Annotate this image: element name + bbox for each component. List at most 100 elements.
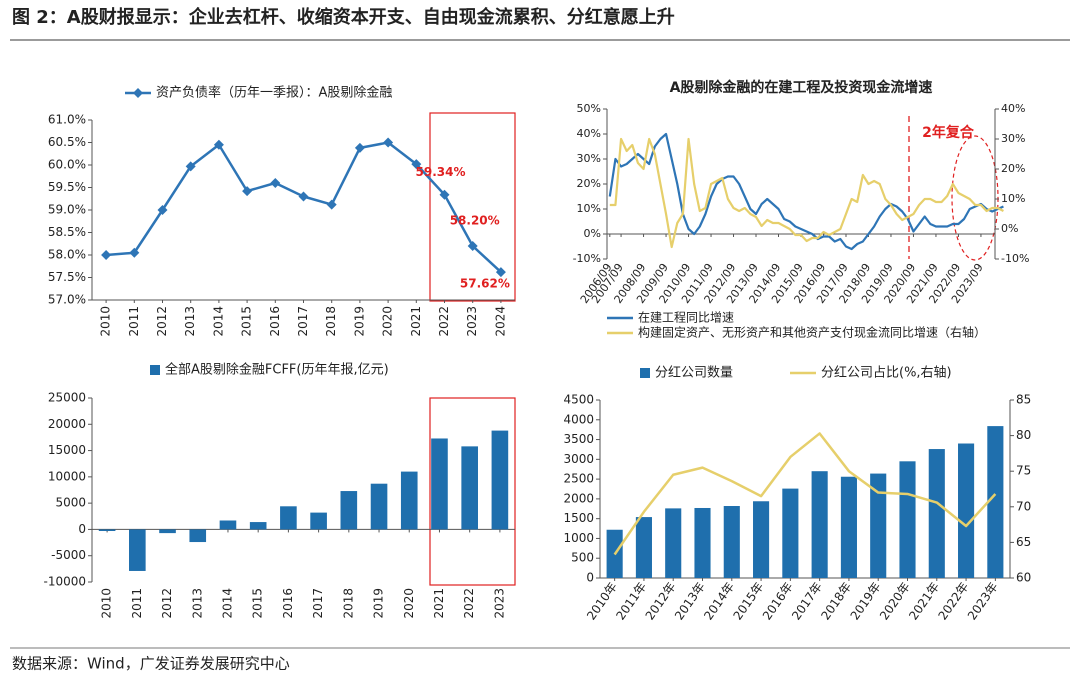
point: [495, 267, 506, 278]
y-tick-label: 59.0%: [48, 203, 86, 217]
legend-marker: [133, 88, 143, 98]
source: 数据来源：Wind，广发证券发展研究中心: [12, 655, 290, 673]
bar: [461, 446, 478, 530]
x-tick-label: 2023: [492, 588, 506, 619]
y2-tick-label: -10%: [1001, 252, 1029, 265]
line: [613, 432, 997, 556]
bar: [189, 529, 207, 543]
point: [270, 178, 281, 188]
y2-tick-label: 40%: [1001, 102, 1025, 115]
x-tick-label: 2016: [268, 306, 282, 337]
bar: [340, 491, 358, 530]
y-tick-label: 25000: [48, 391, 86, 405]
legend-label: 分红公司数量: [655, 365, 733, 381]
x-tick-label: 2014: [211, 306, 225, 337]
highlight-ellipse: [951, 135, 999, 261]
x-tick-label: 2020: [381, 306, 395, 337]
x-tick-label: 2017: [311, 588, 325, 619]
bar: [753, 501, 770, 578]
x-tick-label: 2022: [437, 306, 451, 337]
y-tick-label: 60.5%: [48, 135, 86, 149]
y-tick-label: 57.0%: [48, 293, 86, 307]
point: [467, 241, 478, 251]
y-tick-label: 4500: [563, 393, 594, 407]
bar: [811, 471, 828, 578]
point: [298, 191, 309, 202]
y-tick-label: 0: [586, 571, 594, 585]
bar: [782, 488, 799, 578]
y-tick-label: -5000: [51, 548, 86, 562]
data-label: 57.62%: [460, 277, 510, 291]
bar: [249, 522, 267, 530]
y2-tick-label: 0%: [1001, 222, 1018, 235]
y2-tick-label: 20%: [1001, 162, 1025, 175]
data-label: 58.20%: [450, 214, 500, 228]
bar: [723, 506, 740, 578]
bar: [431, 438, 448, 530]
y-tick-label: 50%: [577, 102, 601, 115]
x-tick-label: 2022: [462, 588, 476, 619]
point: [383, 137, 394, 148]
y-tick-label: 10%: [577, 202, 601, 215]
y2-tick-label: 30%: [1001, 132, 1025, 145]
highlight-box: [429, 397, 516, 586]
bar: [694, 507, 711, 578]
point: [411, 159, 422, 170]
y2-tick-label: 75: [1016, 464, 1031, 478]
x-tick-label: 2023: [465, 306, 479, 337]
legend-swatch: [640, 368, 650, 378]
bar: [635, 517, 652, 578]
bar: [840, 476, 857, 578]
data-label: 59.34%: [416, 165, 466, 179]
y2-tick-label: 80: [1016, 428, 1031, 442]
bar: [928, 449, 945, 578]
x-tick-label: 2019: [372, 588, 386, 619]
bar: [870, 473, 887, 578]
y-tick-label: 0%: [584, 227, 601, 240]
bar: [400, 471, 418, 530]
bar: [310, 512, 327, 530]
bar: [98, 529, 116, 532]
y-tick-label: 20000: [48, 417, 86, 431]
x-tick-label: 2021: [409, 306, 423, 337]
x-tick-label: 2010: [99, 306, 113, 337]
y-tick-label: 58.5%: [48, 225, 86, 239]
line: [106, 141, 502, 274]
line: [608, 132, 1004, 251]
y-tick-label: 30%: [577, 152, 601, 165]
x-tick-label: 2011: [130, 588, 144, 619]
y-tick-label: 2500: [563, 472, 594, 486]
bar: [958, 443, 975, 578]
point: [354, 142, 365, 153]
annotation: 2年复合: [922, 124, 975, 141]
x-tick-label: 2024: [493, 306, 507, 337]
x-tick-label: 2020: [402, 588, 416, 619]
y-tick-label: 1000: [563, 531, 594, 545]
x-tick-label: 2015: [251, 588, 265, 619]
line: [609, 137, 1004, 249]
bar: [665, 508, 682, 578]
y-tick-label: 1500: [563, 511, 594, 525]
bar: [219, 520, 237, 530]
chart-title: A股剔除金融的在建工程及投资现金流增速: [670, 79, 933, 96]
x-tick-label: 2011: [127, 306, 141, 337]
x-tick-label: 2014: [220, 588, 234, 619]
x-tick-label: 2018: [341, 588, 355, 619]
y-tick-label: 15000: [48, 443, 86, 457]
x-tick-label: 2023年: [965, 580, 1001, 623]
y-tick-label: 20%: [577, 177, 601, 190]
x-tick-label: 2012: [160, 588, 174, 619]
y-tick-label: -10%: [573, 252, 601, 265]
legend-swatch: [150, 365, 160, 375]
y-tick-label: -10000: [43, 575, 86, 589]
x-tick-label: 2013: [183, 306, 197, 337]
y-tick-label: 59.5%: [48, 180, 86, 194]
x-tick-label: 2017: [296, 306, 310, 337]
y-tick-label: 3000: [563, 452, 594, 466]
figure-title: 图 2：A股财报显示：企业去杠杆、收缩资本开支、自由现金流累积、分红意愿上升: [12, 6, 675, 28]
legend-label: 在建工程同比增速: [638, 310, 734, 325]
x-tick-label: 2021: [432, 588, 446, 619]
y-tick-label: 57.5%: [48, 270, 86, 284]
x-tick-label: 2019: [352, 306, 366, 337]
